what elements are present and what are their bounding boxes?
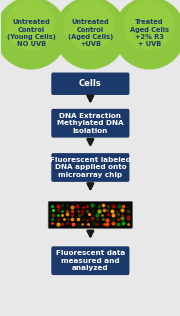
Ellipse shape bbox=[113, 0, 180, 70]
Ellipse shape bbox=[0, 0, 67, 70]
FancyBboxPatch shape bbox=[48, 202, 132, 228]
Ellipse shape bbox=[54, 0, 127, 70]
Ellipse shape bbox=[123, 0, 174, 51]
Text: Treated
Aged Cells
+2% R3
+ UVB: Treated Aged Cells +2% R3 + UVB bbox=[130, 19, 169, 47]
FancyBboxPatch shape bbox=[51, 153, 129, 182]
Text: DNA Extraction
Methylated DNA
Isolation: DNA Extraction Methylated DNA Isolation bbox=[57, 113, 124, 134]
Text: Untreated
Control
(Young Cells)
NO UVB: Untreated Control (Young Cells) NO UVB bbox=[7, 19, 56, 47]
Text: Cells: Cells bbox=[79, 79, 102, 88]
Text: Untreated
Control
(Aged Cells)
+UVB: Untreated Control (Aged Cells) +UVB bbox=[68, 19, 113, 47]
Ellipse shape bbox=[64, 0, 115, 51]
FancyBboxPatch shape bbox=[51, 73, 129, 95]
Ellipse shape bbox=[5, 0, 55, 51]
Text: Fluorescent labeled
DNA applied onto
microarray chip: Fluorescent labeled DNA applied onto mic… bbox=[50, 157, 131, 178]
FancyBboxPatch shape bbox=[51, 246, 129, 275]
FancyBboxPatch shape bbox=[51, 109, 129, 138]
Text: Fluorescent data
measured and
analyzed: Fluorescent data measured and analyzed bbox=[56, 250, 125, 271]
